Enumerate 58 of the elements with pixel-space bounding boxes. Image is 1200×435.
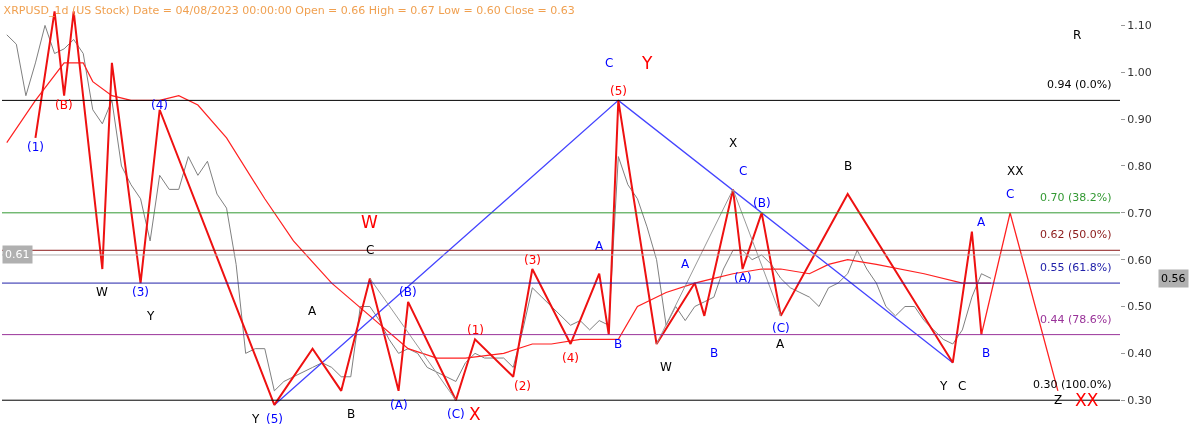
annotation: R (1073, 28, 1082, 42)
annotation: XX (1007, 164, 1024, 178)
annotation: C (1006, 187, 1015, 201)
annotation: Y (146, 309, 155, 323)
annotation: B (614, 337, 623, 351)
ref-line-label: 0.61 (5, 248, 30, 261)
annotation: X (729, 136, 738, 150)
annotation: W (96, 285, 108, 299)
ref-line-label: 0.62 (50.0%) (1040, 228, 1112, 241)
y-tick-label: 0.40 (1127, 347, 1152, 361)
annotation: A (595, 239, 604, 253)
y-tick-label: 1.00 (1127, 66, 1152, 80)
annotation: (1) (27, 140, 44, 154)
annotation: B (710, 346, 719, 360)
annotation: W (660, 360, 672, 374)
ref-line-label: 0.70 (38.2%) (1040, 191, 1112, 204)
annotation: (A) (390, 398, 408, 412)
y-tick-label: 1.10 (1127, 19, 1152, 33)
annotation: (5) (266, 412, 283, 426)
annotation: (1) (467, 323, 484, 337)
annotation: A (977, 215, 986, 229)
y-tick-label: 0.30 (1127, 394, 1152, 408)
annotation: (B) (753, 196, 771, 210)
annotation: B (844, 159, 853, 173)
annotation: (3) (132, 285, 149, 299)
annotation: Y (939, 379, 948, 393)
annotation: (B) (399, 285, 417, 299)
annotation: C (739, 164, 748, 178)
annotation: (3) (524, 253, 541, 267)
ref-line-label: 0.44 (78.6%) (1040, 313, 1112, 326)
annotation: Y (251, 412, 260, 426)
annotation: W (361, 212, 378, 232)
annotation: A (776, 337, 785, 351)
y-tick-label: 0.60 (1127, 253, 1152, 267)
annotation: X (469, 404, 481, 424)
annotation: (C) (772, 321, 790, 335)
text: 0.56 (1161, 272, 1186, 285)
annotation: (4) (151, 98, 168, 112)
ref-line-label: 0.55 (61.8%) (1040, 261, 1112, 274)
annotation: (C) (447, 407, 465, 421)
annotation: B (347, 407, 356, 421)
y-tick-label: 0.80 (1127, 159, 1152, 173)
annotation: (5) (610, 84, 627, 98)
y-tick-label: 0.50 (1127, 300, 1152, 314)
annotation: Y (641, 53, 653, 73)
chart-title: XRPUSD_1d (US Stock) Date = 04/08/2023 00:00:00 Open = 0.66 High = 0.67 Low = 0.60 Close = 0.63 (3, 4, 575, 18)
ref-line-label: 0.94 (0.0%) (1047, 78, 1112, 91)
y-tick-label: 0.70 (1127, 206, 1152, 220)
annotation: (B) (55, 98, 73, 112)
annotation: (2) (514, 379, 531, 393)
y-tick-label: 0.90 (1127, 112, 1152, 126)
annotation: B (982, 346, 991, 360)
annotation: (4) (562, 351, 579, 365)
annotation: C (605, 56, 614, 70)
annotation: C (958, 379, 967, 393)
annotation: A (681, 257, 690, 271)
annotation: A (308, 304, 317, 318)
annotation: (A) (734, 271, 752, 285)
